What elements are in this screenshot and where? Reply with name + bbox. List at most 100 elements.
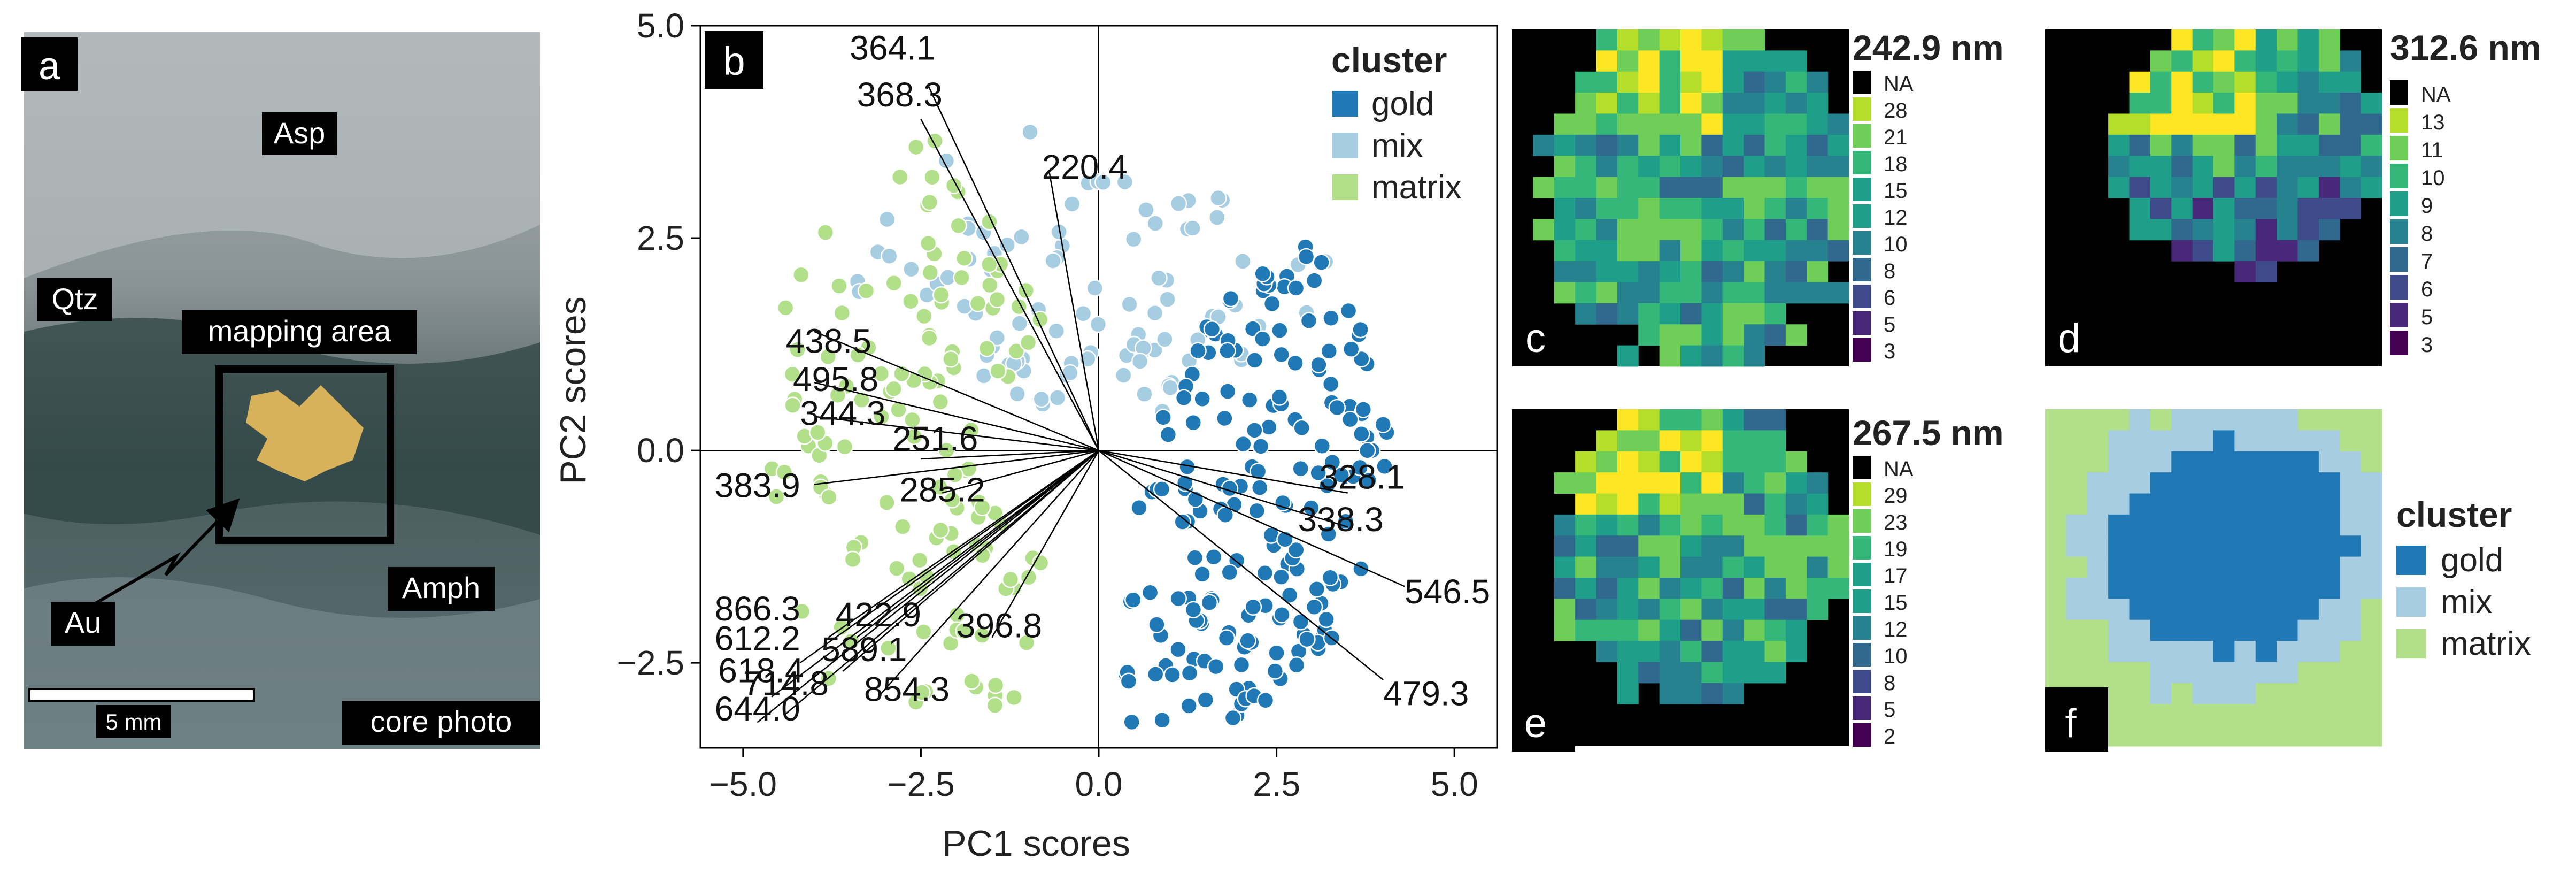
cluster-pixel — [2234, 619, 2256, 641]
cluster-pixel — [2340, 599, 2362, 620]
loading-label: 644.0 — [715, 690, 800, 728]
loading-vector — [842, 450, 1099, 672]
scatter-point — [902, 293, 920, 310]
map-pixel — [1659, 493, 1681, 515]
map-pixel — [2234, 240, 2256, 262]
loading-vector — [814, 331, 1099, 451]
scatter-point — [833, 304, 851, 322]
cluster-pixel — [2045, 556, 2066, 578]
map-pixel — [1617, 641, 1639, 662]
legend-label: 5 — [1884, 313, 1895, 336]
map-pixel — [1617, 156, 1639, 178]
panel-label-a: a — [38, 45, 60, 88]
map-pixel — [2255, 93, 2277, 114]
cluster-pixel — [2129, 451, 2151, 473]
loading-label: 854.3 — [864, 670, 950, 709]
legend-swatch — [2390, 303, 2408, 327]
cluster-pixel — [2045, 578, 2066, 599]
scatter-point — [921, 264, 939, 281]
map-pixel — [1701, 451, 1723, 473]
scatter-point — [1209, 189, 1227, 207]
legend-swatch-mix — [1332, 133, 1358, 158]
map-pixel — [1554, 282, 1576, 304]
loading-vector — [942, 449, 1099, 494]
legend-swatch — [1853, 231, 1871, 255]
scatter-point — [885, 380, 903, 398]
pca-ticks: −5.0 −2.5 0.0 2.5 5.0 −2.5 0.0 2.5 5.0 — [617, 6, 1478, 803]
map-pixel — [1680, 134, 1702, 156]
scatter-point — [931, 478, 948, 496]
cluster-pixel — [2234, 514, 2256, 536]
map-pixel — [1638, 134, 1660, 156]
scatter-point — [978, 340, 996, 357]
cluster-pixel — [2171, 725, 2193, 747]
map-pixel — [1701, 619, 1723, 641]
cluster-pixel — [2108, 662, 2130, 684]
scatter-point — [878, 494, 896, 511]
scatter-point — [783, 365, 801, 383]
map-pixel — [1638, 113, 1660, 135]
cluster-pixel — [2213, 409, 2235, 431]
scatter-point — [1218, 382, 1237, 400]
map-pixel — [2318, 71, 2340, 93]
map-pixel — [1638, 578, 1660, 599]
map-e-title: 267.5 nm — [1853, 413, 2004, 453]
map-pixel — [1764, 472, 1786, 494]
map-pixel — [1617, 556, 1639, 578]
cluster-pixel — [2340, 619, 2362, 641]
legend-swatch — [1853, 178, 1871, 201]
scatter-point — [775, 463, 793, 481]
map-pixel — [1744, 409, 1765, 431]
cluster-pixel — [2087, 578, 2109, 599]
cluster-pixel — [2087, 514, 2109, 536]
map-pixel — [1764, 50, 1786, 72]
map-pixel — [2361, 177, 2382, 198]
map-pixel — [1617, 451, 1639, 473]
map-pixel — [1807, 198, 1829, 219]
map-pixel — [1575, 156, 1596, 178]
map-pixel — [2150, 177, 2172, 198]
legend-swatch — [2390, 136, 2408, 160]
scatter-point — [1235, 435, 1252, 453]
scatter-point — [1339, 302, 1358, 320]
cluster-pixel — [2129, 514, 2151, 536]
map-pixel — [2150, 156, 2172, 178]
scatter-point — [1310, 356, 1328, 374]
scatter-point — [1161, 379, 1179, 397]
map-pixel — [2108, 177, 2130, 198]
cluster-pixel — [2045, 451, 2066, 473]
legend-label: 12 — [1884, 618, 1908, 641]
loading-label: 251.6 — [892, 419, 978, 458]
map-pixel — [1764, 619, 1786, 641]
x-tick-label: −2.5 — [887, 765, 954, 803]
legend-swatch — [1853, 311, 1871, 335]
cluster-pixel — [2192, 472, 2214, 494]
scatter-point — [915, 623, 932, 641]
map-pixel — [1722, 29, 1744, 51]
legend-label: 10 — [1884, 645, 1908, 668]
scatter-point — [1297, 248, 1315, 266]
map-pixel — [1680, 599, 1702, 620]
cluster-pixel — [2361, 556, 2382, 578]
cluster-pixel — [2255, 619, 2277, 641]
map-pixel — [2255, 240, 2277, 262]
map-pixel — [2192, 71, 2214, 93]
cluster-pixel — [2150, 725, 2172, 747]
scatter-point — [1131, 353, 1149, 370]
map-pixel — [2297, 29, 2319, 51]
cluster-pixel — [2066, 599, 2088, 620]
scatter-point — [1216, 409, 1233, 427]
map-pixel — [1701, 535, 1723, 557]
map-pixel — [1680, 113, 1702, 135]
cluster-pixel — [2129, 472, 2151, 494]
map-pixel — [1722, 683, 1744, 704]
cluster-pixel — [2171, 556, 2193, 578]
map-pixel — [1764, 578, 1786, 599]
scatter-point — [1322, 375, 1340, 393]
map-pixel — [1722, 430, 1744, 452]
map-pixel — [1596, 29, 1618, 51]
scatter-point — [1256, 691, 1275, 709]
cluster-pixel — [2192, 535, 2214, 557]
scatter-point — [1300, 312, 1318, 330]
